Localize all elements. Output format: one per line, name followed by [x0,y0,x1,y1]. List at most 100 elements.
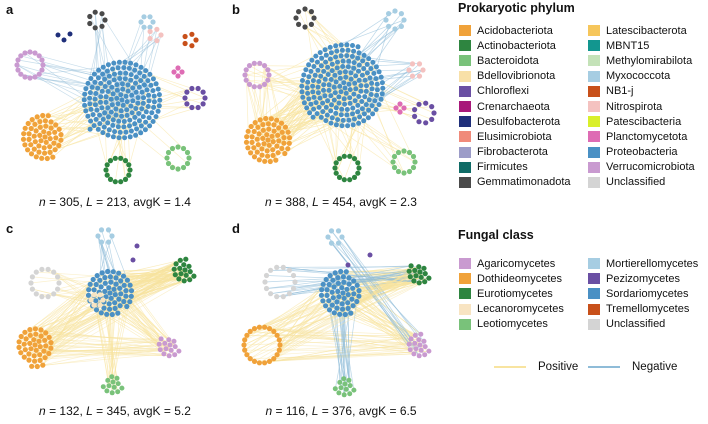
network-node [341,295,347,301]
network-node [299,83,305,89]
network-node [93,307,100,313]
network-node [189,31,195,37]
network-node [180,145,187,152]
network-node [128,77,134,83]
network-node [115,65,121,71]
legend-swatch [588,318,600,330]
network-node [416,61,423,67]
legend-item: Myxococcota [588,69,695,84]
network-edge [346,289,351,386]
network-node [28,151,35,157]
network-edge [123,301,170,357]
network-node [40,112,46,119]
network-edge [35,279,190,335]
network-node [123,93,129,99]
legend-swatch [459,258,471,270]
network-node [328,228,335,234]
network-node [265,153,271,159]
network-node [344,53,350,59]
legend-label: Sordariomycetes [606,287,689,300]
network-node [259,152,265,158]
network-node [376,102,382,108]
network-node [113,112,119,118]
network-node [341,96,347,102]
network-node [107,158,114,164]
network-node [309,57,315,63]
network-node [350,111,355,117]
network-edge [333,312,342,388]
network-edge [279,271,421,341]
network-node [171,69,177,75]
avgk-value: 5.2 [174,404,191,418]
network-node [417,342,423,348]
network-node [15,57,21,63]
network-node [276,125,282,131]
network-node [249,134,255,140]
network-node [274,294,280,300]
network-node [422,271,428,277]
legend-swatch [588,40,600,52]
network-node [128,103,134,109]
network-node [127,282,133,288]
network-node [346,58,352,64]
network-node [103,99,109,105]
network-node [111,384,117,390]
network-node [334,48,340,54]
network-node [102,275,108,281]
network-edge [97,235,127,297]
network-node [340,306,346,312]
network-node [266,72,272,78]
network-node [261,141,267,147]
network-node [242,337,248,343]
network-node [32,50,38,56]
network-node [310,78,316,84]
network-node [109,374,115,380]
network-edge [259,79,366,88]
network-node [40,62,46,68]
network-node [308,21,314,27]
network-node [14,62,20,68]
network-node [175,73,181,79]
network-node [411,278,417,284]
network-node [325,72,331,77]
network-node [346,81,352,87]
legend-label: Planctomycetota [606,130,688,143]
network-node [304,85,310,91]
network-edge [143,34,162,98]
network-node [333,43,339,49]
legend-label: Lecanoromycetes [477,303,564,316]
network-node [361,66,367,72]
network-node [366,97,372,103]
network-edge [313,17,358,59]
network-node [340,274,346,280]
legend-swatch [459,161,471,173]
network-node [91,123,97,129]
network-node [247,356,253,362]
network-node [141,82,147,88]
network-node [141,24,147,30]
network-node [156,92,162,98]
network-node [348,310,354,316]
network-node [138,123,144,129]
network-node [128,293,134,299]
network-node [364,61,370,67]
network-node [264,132,270,138]
network-node [157,347,163,353]
network-edge [324,19,405,51]
network-node [324,292,330,298]
network-node [129,110,135,116]
network-node [43,139,49,145]
legend-item: Actinobacteriota [459,38,571,53]
network-node [95,233,101,239]
network-node [105,268,111,275]
network-node [138,64,144,70]
network-edge [16,64,96,106]
network-node [141,14,147,20]
network-node [186,155,192,161]
network-node [422,279,428,285]
network-node [172,344,178,350]
network-edge [264,65,272,119]
network-node [46,350,52,357]
network-node [311,64,317,69]
network-node [369,103,375,109]
